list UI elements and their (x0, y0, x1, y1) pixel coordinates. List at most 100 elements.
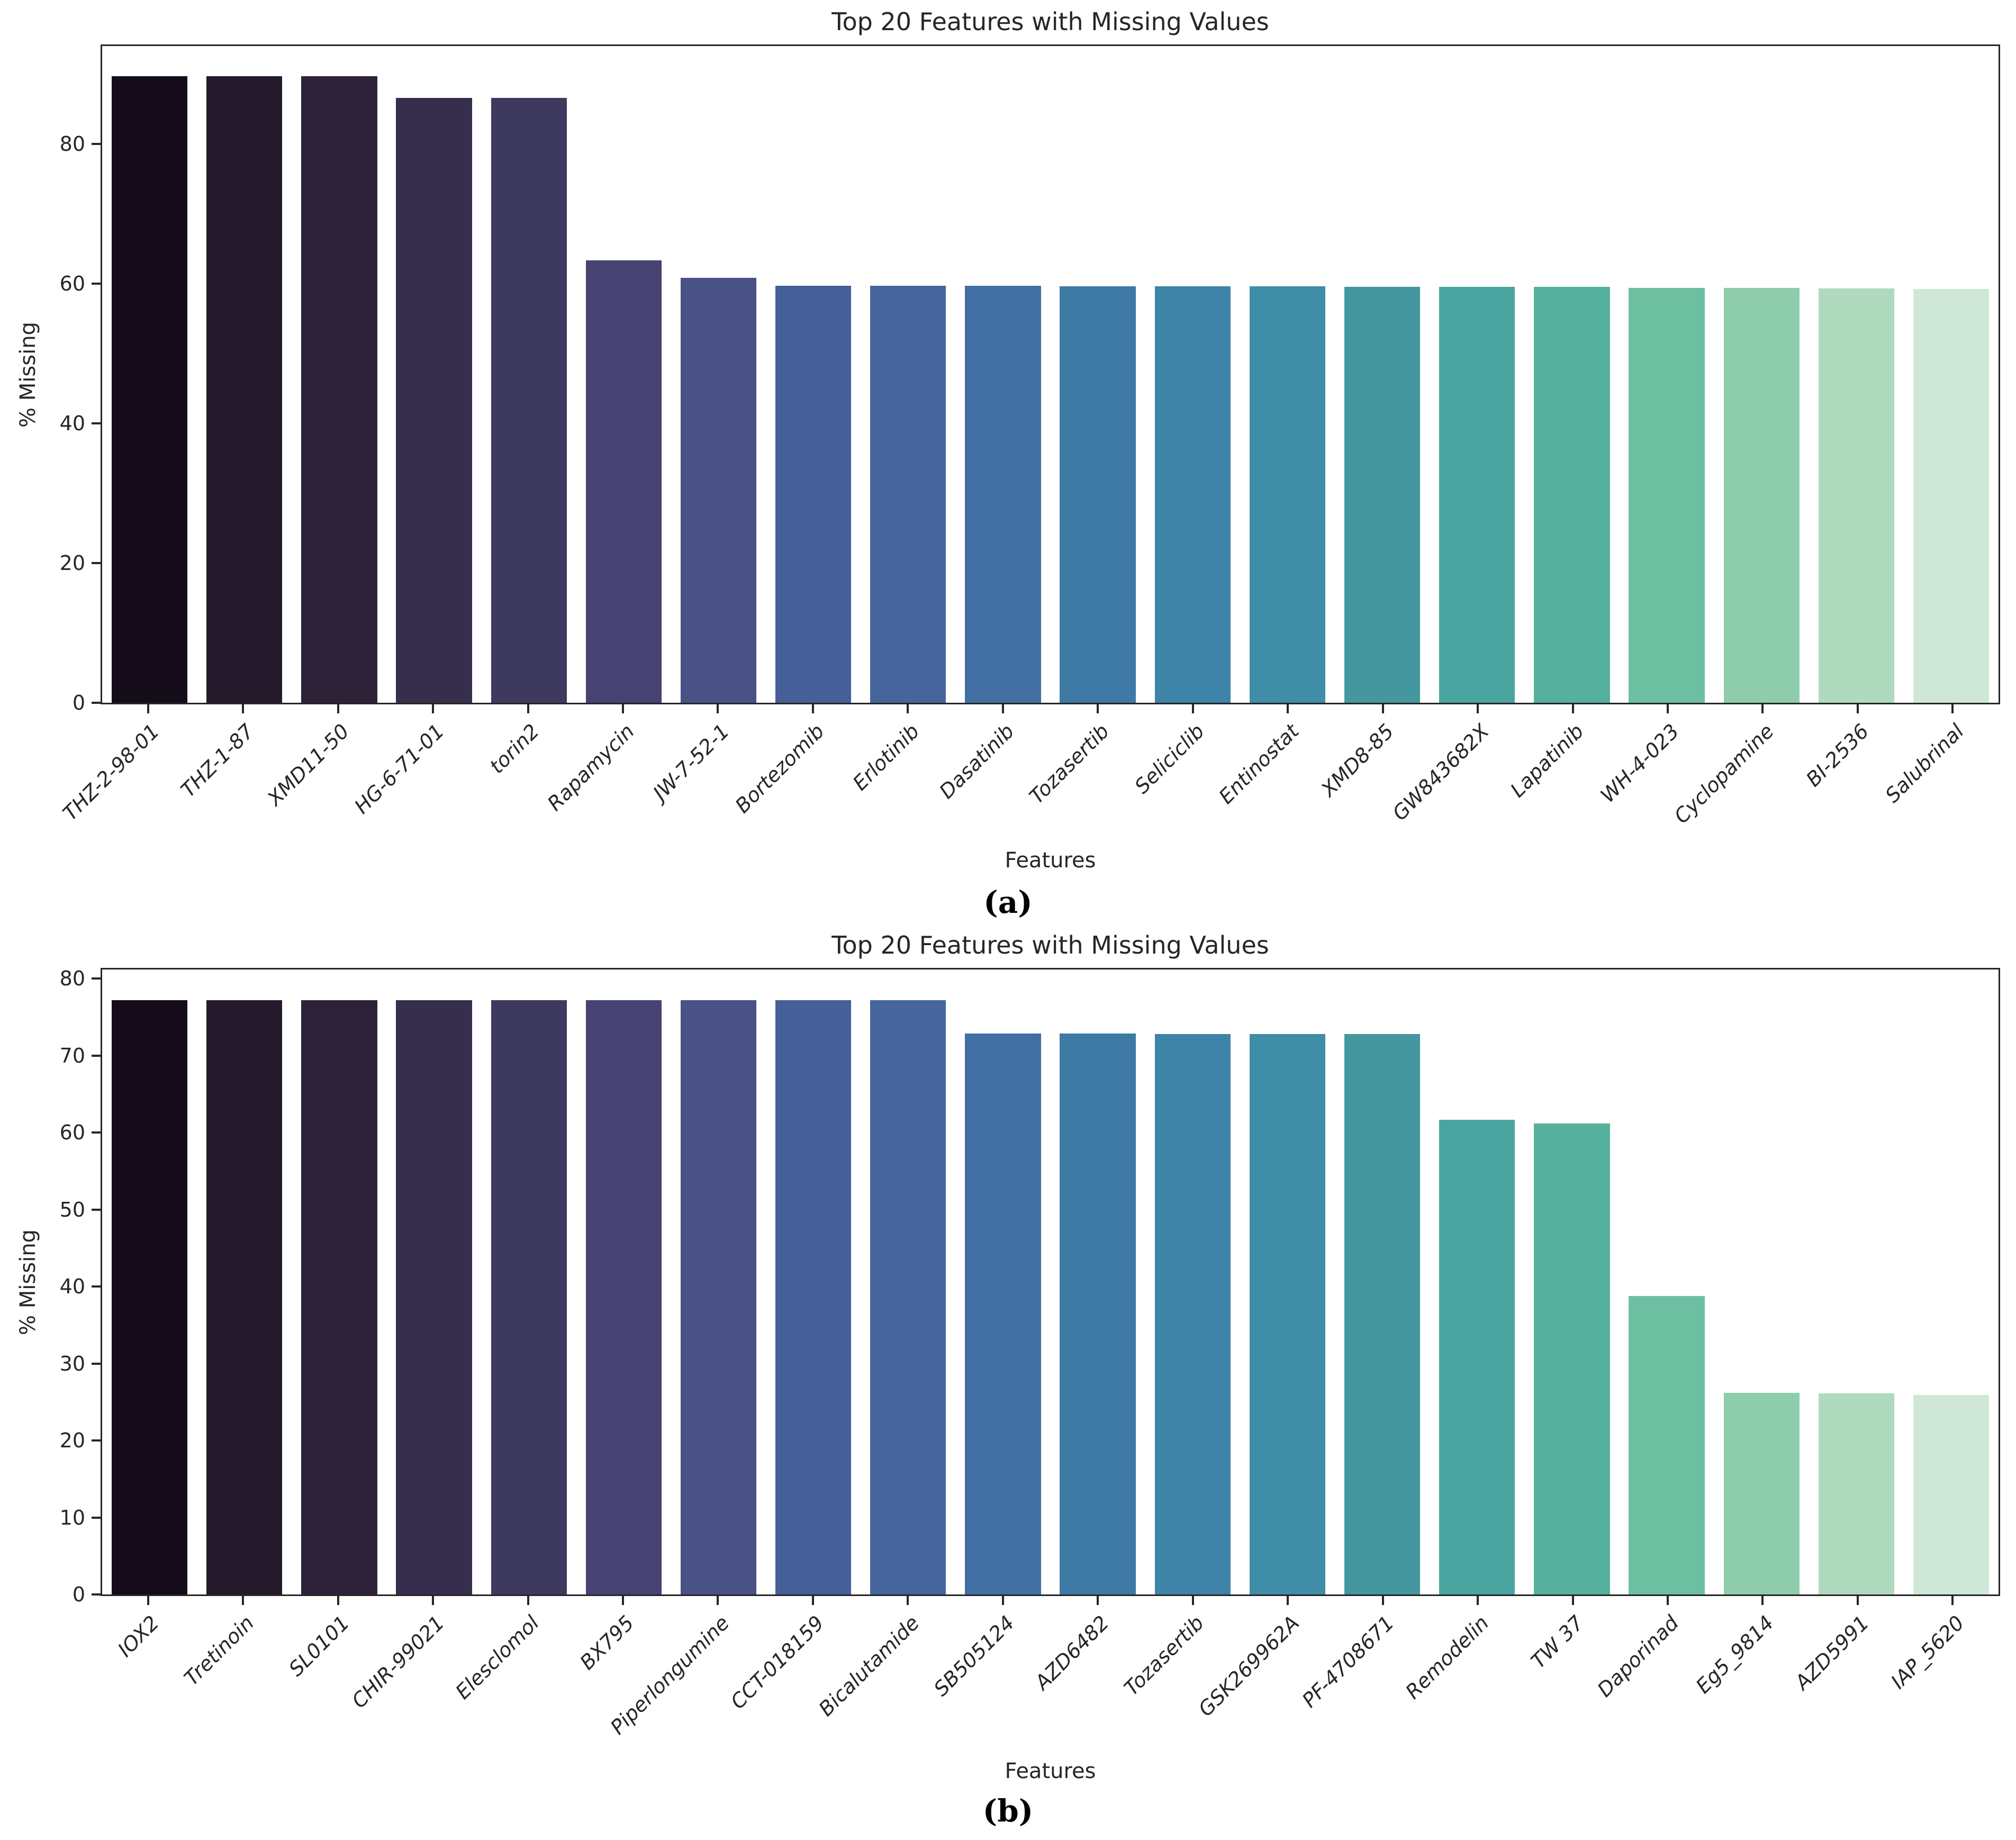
y-tick-mark (92, 702, 101, 704)
x-tick-mark (1761, 1596, 1764, 1605)
y-tick-label: 80 (59, 967, 85, 991)
x-tick-slot: XMD8-85 (1317, 704, 1430, 846)
bar-slot (1335, 46, 1430, 703)
bar-slot (292, 969, 386, 1594)
x-tick-mark (1287, 704, 1289, 713)
x-tick-label: THZ-2-98-01 (58, 719, 164, 825)
bar-Tretinoin (206, 1000, 283, 1594)
x-tick-mark (242, 1596, 245, 1605)
x-tick-slot: Cyclopamine (1670, 704, 1810, 846)
x-tick-mark (1951, 1596, 1954, 1605)
bar-slot (1240, 969, 1335, 1594)
x-tick-mark (717, 1596, 719, 1605)
x-tick-slot: Tretinoin (180, 1596, 290, 1757)
chart-title: Top 20 Features with Missing Values (831, 7, 1269, 36)
x-tick-mark (1097, 704, 1099, 713)
x-axis-row: IOX2 Tretinoin SL0101 CHIR-99021 Elesclomol B… (101, 1596, 2000, 1757)
x-tick-slot: Bicalutamide (814, 1596, 955, 1757)
bar-slot (1904, 969, 1999, 1594)
bar-slot (197, 969, 292, 1594)
bar-slot (1335, 969, 1430, 1594)
y-tick-label: 20 (59, 551, 85, 575)
x-tick-label: TW 37 (1526, 1611, 1589, 1673)
bar-slot (1714, 46, 1809, 703)
chart-area-wrapper: % Missing 0 20 40 60 80 (16, 44, 2000, 713)
x-tick-slot: SL0101 (284, 1596, 385, 1757)
y-axis-title: % Missing (16, 1229, 40, 1335)
x-tick-slot: PF-4708671 (1298, 1596, 1430, 1757)
bar-slot (386, 969, 481, 1594)
x-tick-slot: JW-7-52-1 (648, 704, 765, 846)
bar-TW 37 (1534, 1123, 1610, 1594)
x-tick-mark (717, 704, 719, 713)
plot-area: % Missing 0 20 40 60 80 (16, 44, 2000, 713)
bar-slot (1051, 969, 1145, 1594)
bar-BX795 (585, 1000, 662, 1594)
x-tick-label: BX795 (575, 1611, 639, 1674)
x-tick-slot: SB505124 (929, 1596, 1050, 1757)
x-tick-slot: WH-4-023 (1596, 704, 1715, 846)
y-tick-label: 20 (59, 1429, 85, 1453)
bar-Eg5_9814 (1723, 1392, 1800, 1594)
bar-Erlotinib (870, 285, 946, 703)
bar-slot (1051, 46, 1145, 703)
x-tick-mark (811, 704, 814, 713)
bar-slot (482, 46, 576, 703)
x-tick-slot: BI-2536 (1802, 704, 1905, 846)
bar-Tozasertib (1154, 1034, 1231, 1594)
chart-title: Top 20 Features with Missing Values (831, 931, 1269, 959)
bar-Elesclomol (491, 1000, 567, 1594)
x-tick-mark (1001, 1596, 1004, 1605)
x-tick-mark (1287, 1596, 1289, 1605)
x-tick-mark (1666, 1596, 1669, 1605)
y-tick-label: 80 (59, 132, 85, 156)
x-tick-mark (1097, 1596, 1099, 1605)
x-tick-label: Erlotinib (848, 719, 924, 795)
bar-slot (102, 46, 197, 703)
bar-XMD11-50 (301, 76, 377, 703)
x-tick-mark (527, 1596, 529, 1605)
bar-slot (1904, 46, 1999, 703)
figure-panel-a: Top 20 Features with Missing Values % Mi… (16, 7, 2000, 920)
bar-SB505124 (965, 1033, 1041, 1594)
bar-slot (1430, 46, 1524, 703)
panel-caption-b: (b) (982, 1793, 1034, 1829)
x-tick-slot: Bortezomib (730, 704, 860, 846)
x-tick-label: SL0101 (284, 1611, 354, 1681)
x-tick-mark (242, 704, 245, 713)
x-tick-slot: IOX2 (101, 1596, 195, 1757)
bar-Lapatinib (1534, 287, 1610, 703)
x-axis-title: Features (1005, 848, 1096, 873)
bar-Bortezomib (775, 285, 852, 703)
bars (102, 969, 1999, 1594)
x-tick-mark (1001, 704, 1004, 713)
x-tick-mark (621, 1596, 624, 1605)
bars (102, 46, 1999, 703)
bar-IOX2 (111, 1000, 188, 1594)
x-tick-slot: AZD6482 (1030, 1596, 1145, 1757)
x-tick-slot: XMD11-50 (263, 704, 385, 846)
bar-Seliciclib (1154, 286, 1231, 703)
figure-panel-b: Top 20 Features with Missing Values % Mi… (0, 920, 2016, 1829)
x-tick-slot: Remodelin (1401, 1596, 1525, 1757)
bar-Tozasertib (1060, 286, 1136, 703)
bar-Remodelin (1439, 1119, 1515, 1594)
y-tick-label: 40 (59, 411, 85, 435)
bar-HG-6-71-01 (396, 97, 472, 703)
x-tick-mark (907, 1596, 909, 1605)
x-tick-mark (811, 1596, 814, 1605)
y-tick-label: 40 (59, 1275, 85, 1299)
bar-slot (1240, 46, 1335, 703)
x-tick-slot: Eg5_9814 (1692, 1596, 1810, 1757)
bar-slot (1620, 46, 1714, 703)
bar-Cyclopamine (1723, 287, 1800, 703)
bar-slot (1145, 46, 1240, 703)
chart-area-wrapper: % Missing 0 10 20 30 40 50 60 70 80 (16, 968, 2000, 1605)
bar-AZD5991 (1818, 1393, 1895, 1594)
x-axis-title: Features (1005, 1759, 1096, 1783)
x-tick-slot: CHIR-99021 (347, 1596, 480, 1757)
bar-THZ-1-87 (206, 76, 283, 703)
bar-slot (955, 46, 1050, 703)
x-tick-slot: Entinostat (1215, 704, 1335, 846)
y-tick-mark (92, 142, 101, 145)
